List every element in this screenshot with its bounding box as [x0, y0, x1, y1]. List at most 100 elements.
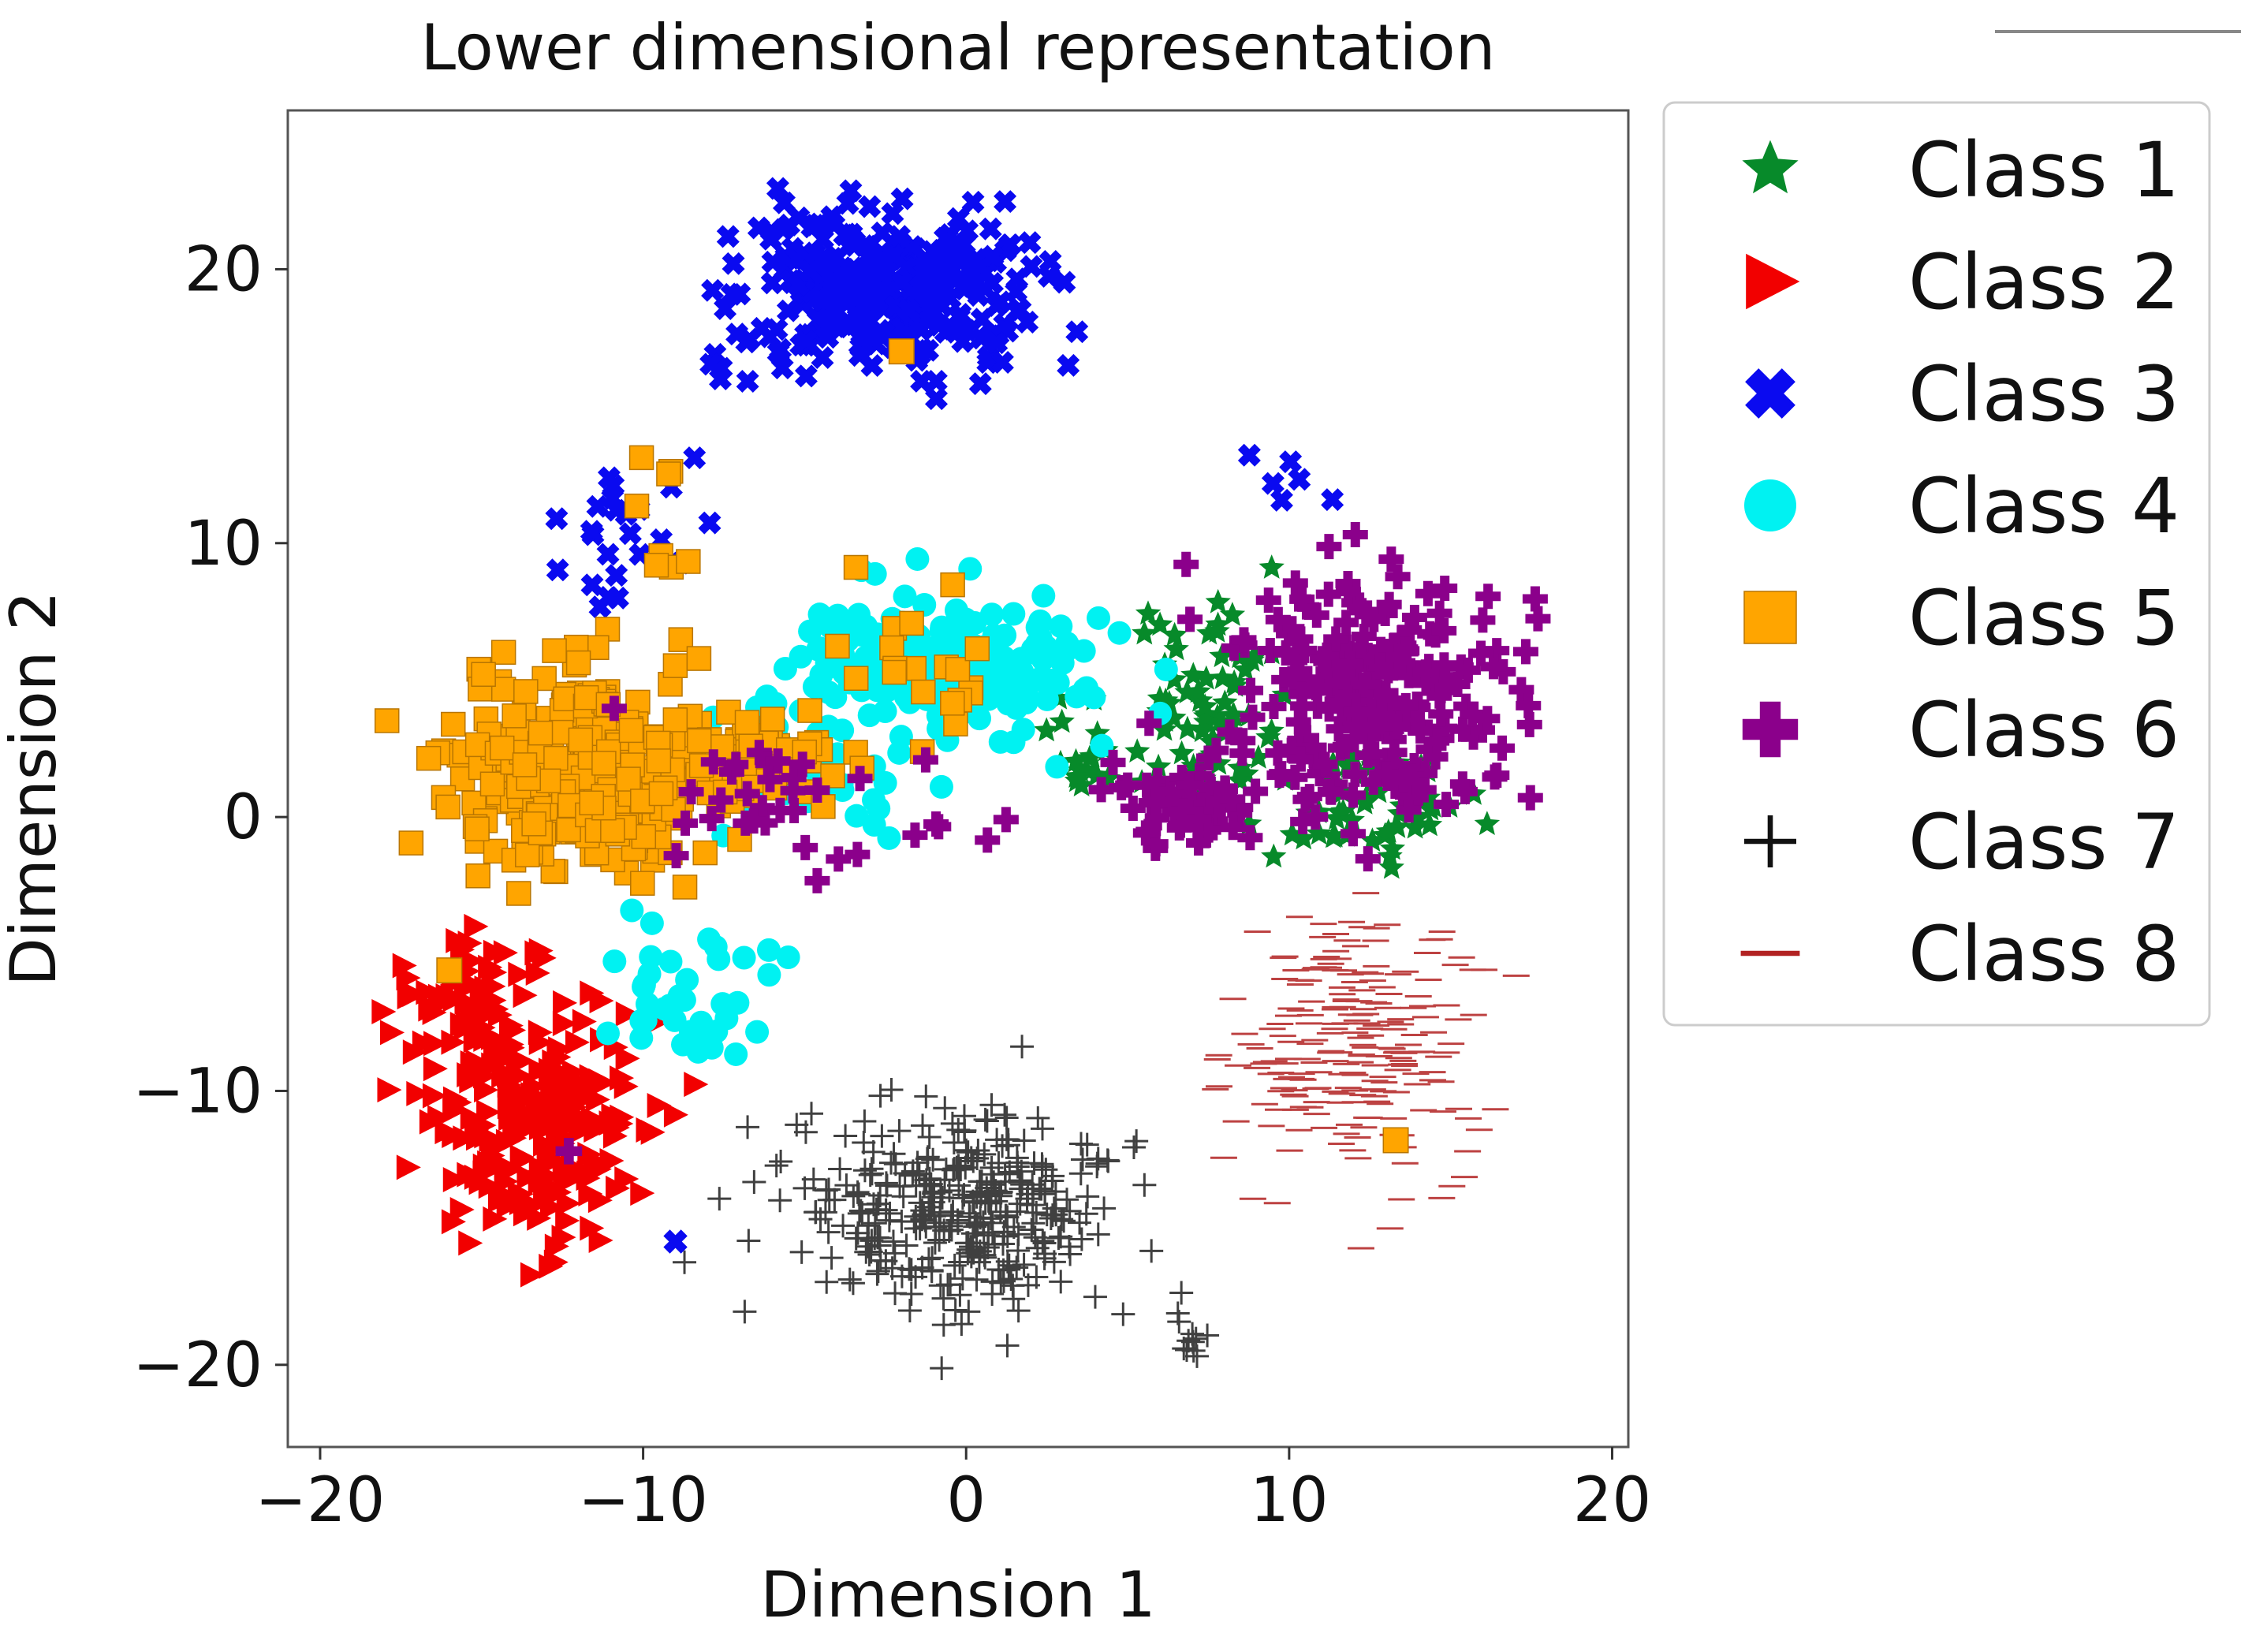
class-4-point: [629, 1026, 654, 1050]
class-7-point: [964, 1184, 989, 1209]
class-6-point: [1370, 703, 1396, 729]
class-7-point: [1032, 1182, 1057, 1206]
class-6-point: [1382, 774, 1408, 800]
class-7-point: [979, 1093, 1004, 1117]
class-7-point: [833, 1124, 858, 1148]
class-6-point: [792, 834, 818, 860]
class-6-point: [1237, 825, 1263, 851]
class-7-point: [852, 1130, 876, 1154]
class-6-point: [1203, 737, 1229, 763]
class-7-point: [1038, 1206, 1063, 1230]
class-3-point: [808, 286, 832, 310]
class-7-point: [1075, 1132, 1099, 1157]
class-7-point: [923, 1230, 947, 1255]
class-6-point: [1411, 777, 1437, 803]
class-6-point: [1359, 716, 1385, 742]
class-6-point: [1318, 664, 1344, 690]
class-4-point: [632, 975, 656, 999]
class-2-point: [647, 1092, 672, 1118]
class-1-point: [1232, 656, 1258, 681]
class-3-point: [701, 278, 725, 302]
class-1-point: [1418, 796, 1444, 821]
class-1-point: [1339, 807, 1365, 832]
class-1-point: [1135, 600, 1162, 625]
class-1-point: [1258, 554, 1285, 579]
class-4-point: [968, 707, 992, 731]
class-6-point: [975, 827, 1001, 853]
class-7-point: [956, 1140, 980, 1165]
class-6-point: [1333, 634, 1359, 660]
class-7-point: [970, 1169, 994, 1194]
class-6-point: [1432, 715, 1458, 741]
class-3-point: [811, 345, 834, 369]
class-7-point: [859, 1162, 884, 1186]
class-6-point: [700, 749, 726, 775]
class-4-point: [1031, 584, 1056, 608]
class-6-point: [1279, 616, 1305, 642]
class-5-point: [882, 659, 907, 685]
class-6-point: [1134, 772, 1160, 798]
class-4-point: [988, 729, 1012, 754]
class-6-point: [1393, 639, 1419, 665]
class-1-point: [1205, 611, 1231, 636]
class-7-point: [928, 1200, 953, 1225]
class-4-point: [773, 656, 797, 681]
class-7-point: [881, 1229, 905, 1254]
class-6-point: [1205, 789, 1231, 815]
class-7-point: [948, 1283, 972, 1307]
class-7-point: [916, 1247, 941, 1271]
class-6-point: [847, 766, 873, 792]
class-3-point: [927, 291, 951, 315]
class-2-point: [588, 1228, 613, 1254]
class-6-point: [1220, 815, 1246, 841]
class-7-point: [933, 1096, 957, 1121]
class-6-point: [1426, 600, 1452, 626]
class-6-point: [1475, 584, 1501, 610]
class-3-series: [545, 177, 1344, 619]
class-7-point: [888, 1174, 912, 1199]
class-3-point: [709, 367, 733, 390]
class-5-point: [662, 653, 688, 678]
class-6-point: [1378, 546, 1404, 572]
class-2-point: [580, 980, 605, 1006]
class-3-point: [716, 225, 740, 248]
class-6-point: [1342, 761, 1368, 787]
class-3-point: [860, 354, 884, 378]
class-5-point: [616, 766, 641, 792]
class-7-point: [946, 1157, 971, 1181]
class-7-point: [854, 1240, 878, 1264]
class-3-point: [720, 282, 744, 306]
class-5-point: [630, 871, 655, 896]
class-5-point: [940, 572, 965, 598]
points-layer: [371, 177, 1551, 1381]
class-7-point: [866, 1259, 890, 1283]
class-7-point: [736, 1229, 761, 1253]
x-tick-label: 20: [1573, 1465, 1651, 1536]
class-3-point: [766, 177, 789, 200]
class-7-point: [800, 1102, 824, 1126]
class-5-point: [489, 735, 515, 761]
class-4-point: [732, 945, 756, 970]
class-5-point: [940, 691, 965, 716]
class-6-point: [708, 787, 734, 813]
class-2-point: [419, 994, 445, 1020]
class-6-point: [1396, 797, 1422, 823]
class-6-point: [757, 766, 783, 792]
class-7-point: [1006, 1299, 1031, 1323]
class-3-point: [1065, 320, 1089, 344]
class-7-point: [959, 1235, 983, 1259]
class-7-point: [1139, 1239, 1164, 1263]
class-5-point: [672, 874, 698, 900]
class-7-point: [1005, 1154, 1030, 1179]
class-6-point: [1522, 586, 1548, 612]
class-4-point: [912, 593, 937, 617]
class-6-point: [765, 748, 791, 774]
class-6-point: [678, 779, 704, 805]
class-1-point: [1162, 666, 1188, 691]
class-7-point: [993, 1102, 1017, 1127]
class-7-point: [856, 1214, 881, 1238]
class-4-point: [905, 546, 930, 571]
class-2-point: [441, 1209, 466, 1235]
class-5-point: [528, 720, 554, 746]
